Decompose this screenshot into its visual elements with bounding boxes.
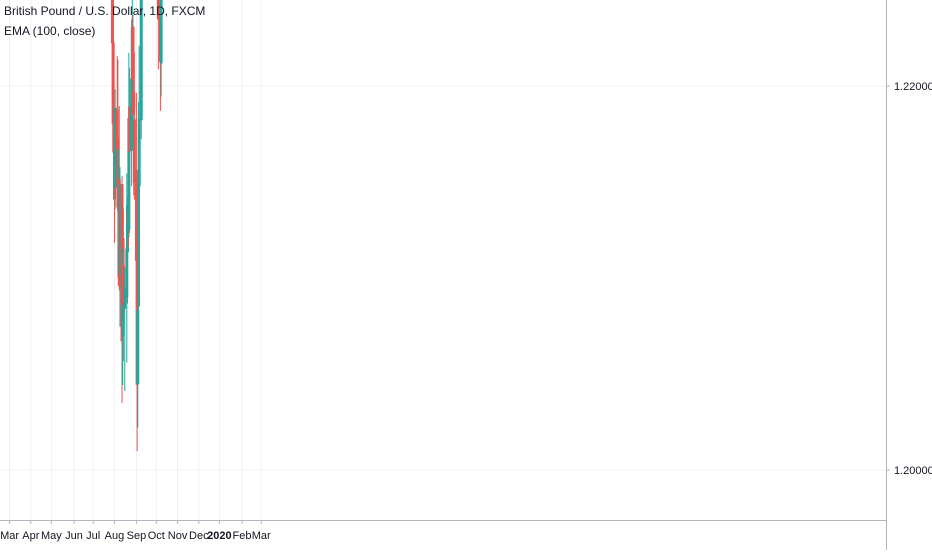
candle-body (128, 106, 132, 152)
y-tick-label: 1.22000 (894, 81, 932, 93)
candle-body (136, 310, 140, 385)
x-tick-label: Feb (233, 530, 252, 542)
candle-body (123, 289, 127, 309)
candle-body (156, 0, 160, 20)
indicator-legend: EMA (100, close) (4, 24, 96, 38)
x-tick-label: Sep (127, 530, 147, 542)
x-tick-label: Jun (65, 530, 83, 542)
x-tick-label: Dec (189, 530, 209, 542)
candle-body (127, 117, 131, 230)
x-tick-label: May (41, 530, 62, 542)
candle-body (136, 183, 140, 307)
x-tick-label: Nov (168, 530, 188, 542)
x-tick-label: Apr (22, 530, 39, 542)
candle-body (118, 184, 122, 275)
candle-body (137, 118, 141, 187)
candle-body (110, 0, 114, 44)
x-tick-label: Oct (148, 530, 165, 542)
candle-body (159, 0, 163, 64)
candle-body (121, 265, 125, 305)
candle-body (130, 78, 134, 151)
candle-body (120, 184, 124, 342)
y-tick-label: 1.20000 (894, 465, 932, 477)
candle-body (131, 26, 135, 81)
candle-body (132, 119, 136, 184)
candle-body (116, 139, 120, 208)
candles (110, 0, 163, 452)
candle-body (113, 107, 117, 188)
candle-body (125, 248, 129, 298)
x-tick-label: Aug (105, 530, 125, 542)
grid (0, 0, 886, 520)
x-tick-label: 2020 (207, 530, 231, 542)
chart-title: British Pound / U.S. Dollar, 1D, FXCM (4, 4, 206, 18)
candle-body (134, 169, 138, 261)
x-tick-label: Jul (86, 530, 100, 542)
candle-body (132, 91, 136, 116)
candle-body (139, 0, 143, 121)
candle-body (111, 42, 115, 125)
candle-body (115, 109, 119, 150)
x-tick-label: Mar (252, 530, 271, 542)
x-tick-label: Mar (0, 530, 19, 542)
